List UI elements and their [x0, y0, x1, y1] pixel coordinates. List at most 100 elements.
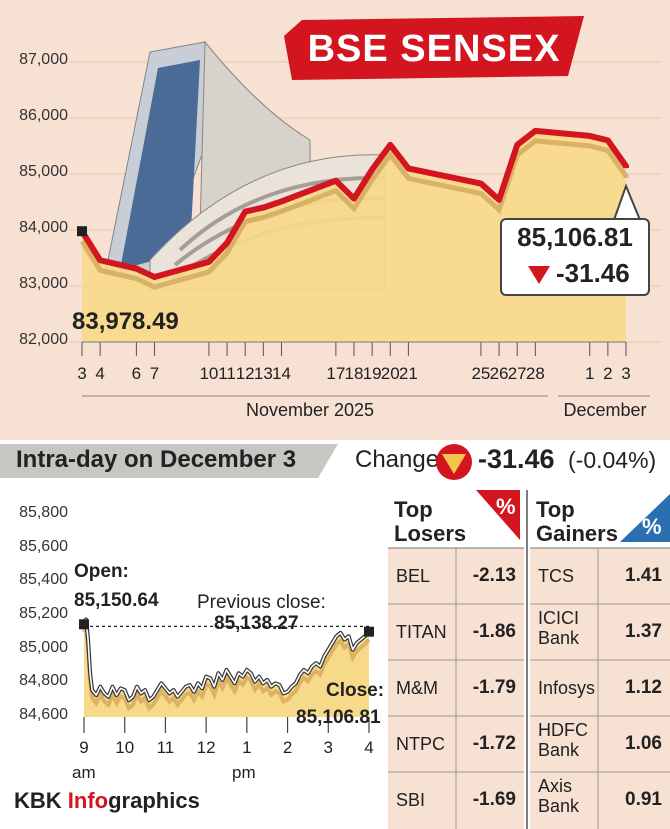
brand-part2: Info [67, 788, 109, 813]
gainer-value: 1.37 [625, 621, 662, 642]
x-tick-label: 21 [398, 364, 418, 383]
gainer-name: Infosys [538, 678, 596, 698]
open-value: 85,150.64 [74, 590, 159, 611]
sensex-point [498, 199, 500, 201]
x-tick-label: 17 [326, 364, 346, 383]
x-tick-label: 3 [77, 364, 87, 383]
chart-title: BSE SENSEX [307, 28, 561, 70]
x-tick-label: 20 [380, 364, 400, 383]
x-tick-label: 25 [471, 364, 491, 383]
intraday-header-bar [0, 444, 338, 478]
x-tick-label: 12 [235, 364, 255, 383]
intraday-title: Intra-day on December 3 [16, 446, 297, 473]
sensex-point [389, 144, 391, 146]
am-label: am [72, 763, 96, 782]
end-change-label: -31.46 [556, 258, 630, 288]
x-tick-label: 7 [149, 364, 160, 383]
loser-value: -2.13 [472, 565, 516, 586]
loser-name: TITAN [396, 622, 447, 642]
losers-badge: % [496, 494, 516, 519]
gainers-badge: % [642, 514, 662, 539]
sensex-point [353, 198, 355, 200]
gainers-heading-line2: Gainers [536, 521, 618, 546]
x-tick-label: 3 [621, 364, 631, 383]
change-value: -31.46 [478, 444, 555, 474]
intraday-x-tick-label: 9 [79, 738, 89, 757]
sensex-point [625, 165, 627, 167]
x-tick-label: 18 [344, 364, 364, 383]
intraday-x-tick-label: 12 [196, 738, 216, 757]
intraday-x-tick-label: 10 [115, 738, 135, 757]
sensex-point [226, 242, 228, 244]
intraday-y-tick-label: 85,600 [19, 537, 68, 555]
x-tick-label: 19 [362, 364, 382, 383]
x-tick-label: 13 [253, 364, 273, 383]
intraday-y-tick-label: 85,400 [19, 571, 68, 589]
gainer-name: HDFC [538, 720, 588, 740]
sensex-chart [70, 40, 660, 397]
change-label: Change [355, 446, 440, 473]
x-tick-label: 11 [218, 364, 236, 383]
intraday-line-shadow [82, 626, 371, 712]
sensex-point [154, 276, 156, 278]
loser-value: -1.69 [472, 789, 516, 810]
sensex-point [280, 200, 282, 202]
losers-heading-line2: Losers [394, 521, 467, 546]
loser-name: SBI [396, 790, 426, 810]
previous-close-label: Previous close: [197, 592, 326, 613]
x-tick-label: 10 [199, 364, 219, 383]
month-label-november: November 2025 [245, 400, 375, 420]
intraday-area [84, 619, 369, 717]
x-tick-label: 2 [603, 364, 613, 383]
intraday-x-tick-label: 11 [156, 738, 175, 757]
tables-grid [388, 490, 670, 829]
loser-name: BEL [396, 566, 431, 586]
loser-name: NTPC [396, 734, 445, 754]
sensex-point [625, 167, 627, 169]
change-percent: (-0.04%) [568, 447, 657, 473]
gainer-value: 1.41 [625, 565, 662, 586]
previous-close-value: 85,138.27 [214, 613, 299, 634]
sensex-point [99, 259, 101, 261]
y-tick-label: 84,000 [19, 219, 68, 236]
y-tick-label: 82,000 [19, 331, 68, 348]
pm-label: pm [232, 763, 256, 782]
intraday-y-tick-label: 85,800 [19, 504, 68, 521]
end-value-callout [500, 218, 650, 296]
x-tick-label: 27 [507, 364, 527, 383]
down-triangle-icon [436, 444, 472, 480]
sensex-line-shadow [79, 138, 629, 290]
x-tick-label: 6 [131, 364, 142, 383]
down-arrow-icon [528, 266, 550, 284]
intraday-x-tick-label: 3 [323, 738, 334, 757]
loser-value: -1.79 [472, 677, 516, 698]
gainer-value: 1.12 [625, 677, 662, 698]
loser-value: -1.72 [472, 733, 516, 754]
intraday-y-tick-label: 84,800 [19, 672, 68, 690]
x-tick-label: 1 [584, 364, 595, 383]
brand-part1: KBK [14, 788, 68, 813]
open-label: Open: [74, 561, 129, 582]
losers-heading-line1: Top [394, 497, 433, 522]
month-label-december: December [563, 400, 647, 420]
intraday-x-tick-label: 2 [282, 738, 293, 757]
top-movers-tables: Top Losers % Top Gainers % BEL -2.13 TIT… [388, 490, 670, 829]
start-marker [77, 226, 87, 237]
sensex-point [534, 130, 536, 132]
sensex-point [480, 183, 482, 185]
start-value-label: 83,978.49 [72, 308, 179, 335]
sensex-point [589, 135, 591, 137]
x-tick-label: 4 [95, 364, 105, 383]
sensex-point [371, 169, 373, 171]
intraday-x-tick-label: 1 [242, 738, 252, 757]
gainer-name: Axis [538, 776, 573, 796]
sensex-point [516, 144, 518, 146]
y-tick-label: 83,000 [19, 275, 68, 292]
close-label: Close: [326, 680, 385, 701]
intraday-chart [79, 617, 374, 733]
sensex-point [135, 268, 137, 270]
sensex-point [262, 207, 264, 209]
sensex-point [208, 261, 210, 263]
sensex-x-axis [81, 341, 650, 397]
open-marker [79, 619, 89, 630]
